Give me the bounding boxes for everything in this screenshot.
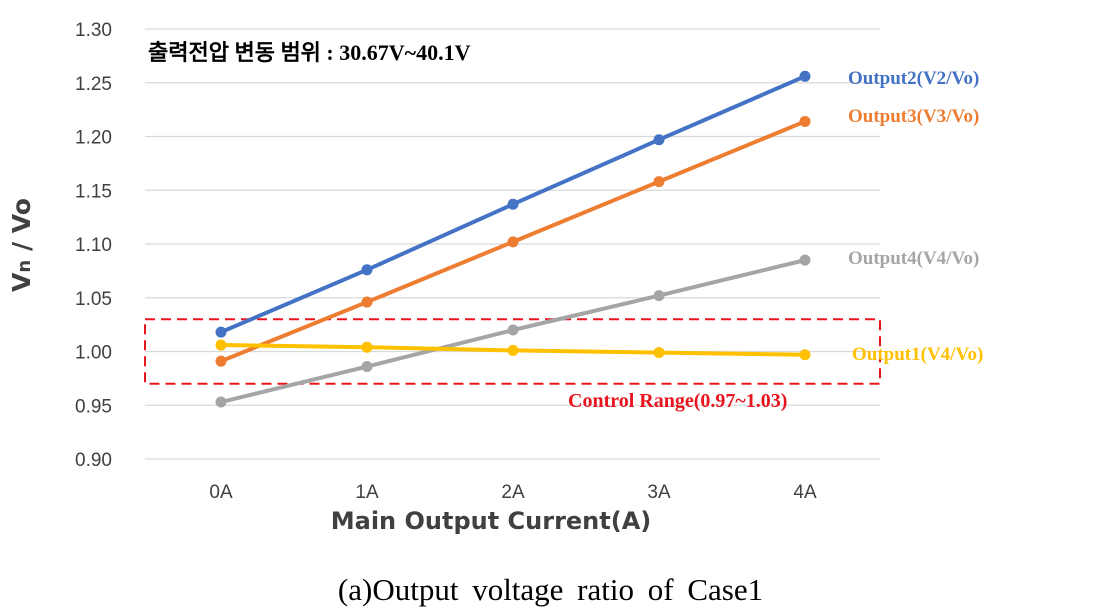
series-lines: Output2(V2/Vo) Output3(V3/Vo) Output4(V4/V… [215, 68, 983, 408]
chart: 0.90 0.95 1.00 1.05 1.10 1.15 1.20 1.25 1.30 0A 1… [7, 20, 983, 535]
data-point [653, 176, 665, 188]
y-tick-label: 1.25 [75, 74, 112, 95]
x-tick-label: 3A [647, 482, 671, 503]
x-tick-label: 1A [355, 482, 379, 503]
data-point [653, 347, 665, 359]
series-label: Output2(V2/Vo) [848, 68, 979, 89]
data-point [799, 254, 811, 266]
data-point [653, 134, 665, 146]
x-tick-labels: 0A 1A 2A 3A 4A [209, 482, 817, 503]
figure-caption: (a)Output voltage ratio of Case1 [337, 572, 764, 607]
series-label: Output4(V4/Vo) [848, 248, 979, 269]
series: Output2(V2/Vo) [215, 68, 979, 338]
data-point [507, 236, 519, 248]
control-range-label: Control Range(0.97~1.03) [568, 390, 787, 412]
y-axis-title: Vn / Vo [7, 198, 36, 292]
y-tick-label: 1.10 [75, 235, 112, 256]
data-point [361, 361, 373, 373]
y-tick-label: 1.05 [75, 289, 112, 310]
data-point [653, 290, 665, 302]
y-tick-label: 0.90 [75, 450, 112, 471]
data-point [215, 355, 227, 367]
x-tick-label: 4A [793, 482, 817, 503]
y-tick-label: 1.30 [75, 20, 112, 41]
data-point [507, 344, 519, 356]
series: Output3(V3/Vo) [215, 106, 979, 367]
series: Output1(V4/Vo) [215, 339, 983, 365]
data-point [507, 324, 519, 336]
y-tick-labels: 0.90 0.95 1.00 1.05 1.10 1.15 1.20 1.25 1.30 [75, 20, 112, 471]
data-point [507, 198, 519, 210]
data-point [361, 296, 373, 308]
data-point [361, 264, 373, 276]
data-point [361, 341, 373, 353]
series-label: Output3(V3/Vo) [848, 106, 979, 127]
data-point [215, 339, 227, 351]
voltage-range-annotation: 출력전압 변동 범위 : 30.67V~40.1V [148, 40, 471, 65]
series-label: Output1(V4/Vo) [852, 344, 983, 365]
data-point [799, 349, 811, 361]
x-tick-label: 0A [209, 482, 233, 503]
data-point [215, 396, 227, 408]
data-point [799, 70, 811, 82]
x-axis-title: Main Output Current(A) [331, 507, 652, 535]
data-point [799, 115, 811, 127]
series: Output4(V4/Vo) [215, 248, 979, 408]
data-point [215, 326, 227, 338]
y-tick-label: 1.15 [75, 181, 112, 202]
x-tick-label: 2A [501, 482, 525, 503]
y-tick-label: 0.95 [75, 396, 112, 417]
y-tick-label: 1.00 [75, 343, 112, 364]
y-tick-label: 1.20 [75, 128, 112, 149]
